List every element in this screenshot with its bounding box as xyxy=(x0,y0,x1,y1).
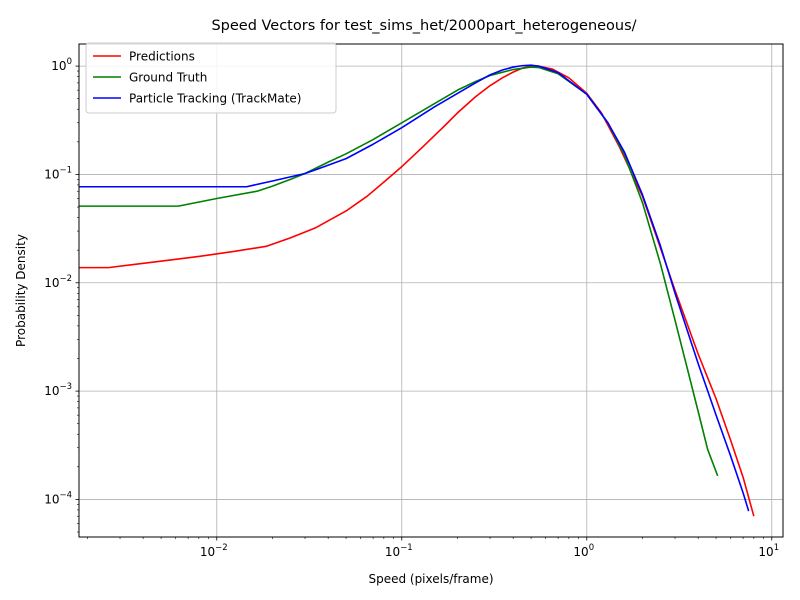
legend-items: Predictions Ground Truth Particle Tracking… xyxy=(93,50,301,106)
y-tick-exponent: −4 xyxy=(59,490,72,500)
series-lines xyxy=(79,64,755,517)
legend-label-ground-truth: Ground Truth xyxy=(129,71,207,85)
legend: Predictions Ground Truth Particle Tracking… xyxy=(85,42,337,114)
y-tick-exponent: −2 xyxy=(59,274,72,284)
series-line-predictions xyxy=(79,65,755,517)
y-tick-label: 10−1 xyxy=(44,165,72,181)
y-tick-label: 10−3 xyxy=(44,382,72,398)
y-tick-exponent: 0 xyxy=(67,57,72,67)
x-tick-exponent: −2 xyxy=(215,543,228,553)
y-tick-exponent: −3 xyxy=(59,382,72,392)
x-tick-exponent: 0 xyxy=(589,543,594,553)
y-tick-label: 10−2 xyxy=(44,274,72,290)
x-tick-label: 10−2 xyxy=(200,543,228,559)
legend-label-particle-tracking-trackmate: Particle Tracking (TrackMate) xyxy=(129,92,301,106)
series-line-particle-tracking-trackmate xyxy=(79,64,750,512)
x-tick-label: 10−1 xyxy=(385,543,413,559)
y-tick-exponent: −1 xyxy=(59,165,72,175)
x-axis-label: Speed (pixels/frame) xyxy=(368,572,493,586)
y-tick-label: 100 xyxy=(51,57,72,73)
chart-title: Speed Vectors for test_sims_het/2000part… xyxy=(211,18,636,34)
grid-lines xyxy=(79,44,783,537)
x-tick-exponent: 1 xyxy=(774,543,779,553)
legend-label-predictions: Predictions xyxy=(129,50,195,64)
y-tick-label: 10−4 xyxy=(44,490,72,506)
series-line-ground-truth xyxy=(79,66,719,477)
legend-box xyxy=(85,42,337,114)
x-tick-label: 101 xyxy=(758,543,779,559)
plot-frame xyxy=(78,43,784,538)
x-tick-exponent: −1 xyxy=(400,543,413,553)
y-axis-label: Probability Density xyxy=(14,234,28,347)
x-tick-label: 100 xyxy=(573,543,594,559)
